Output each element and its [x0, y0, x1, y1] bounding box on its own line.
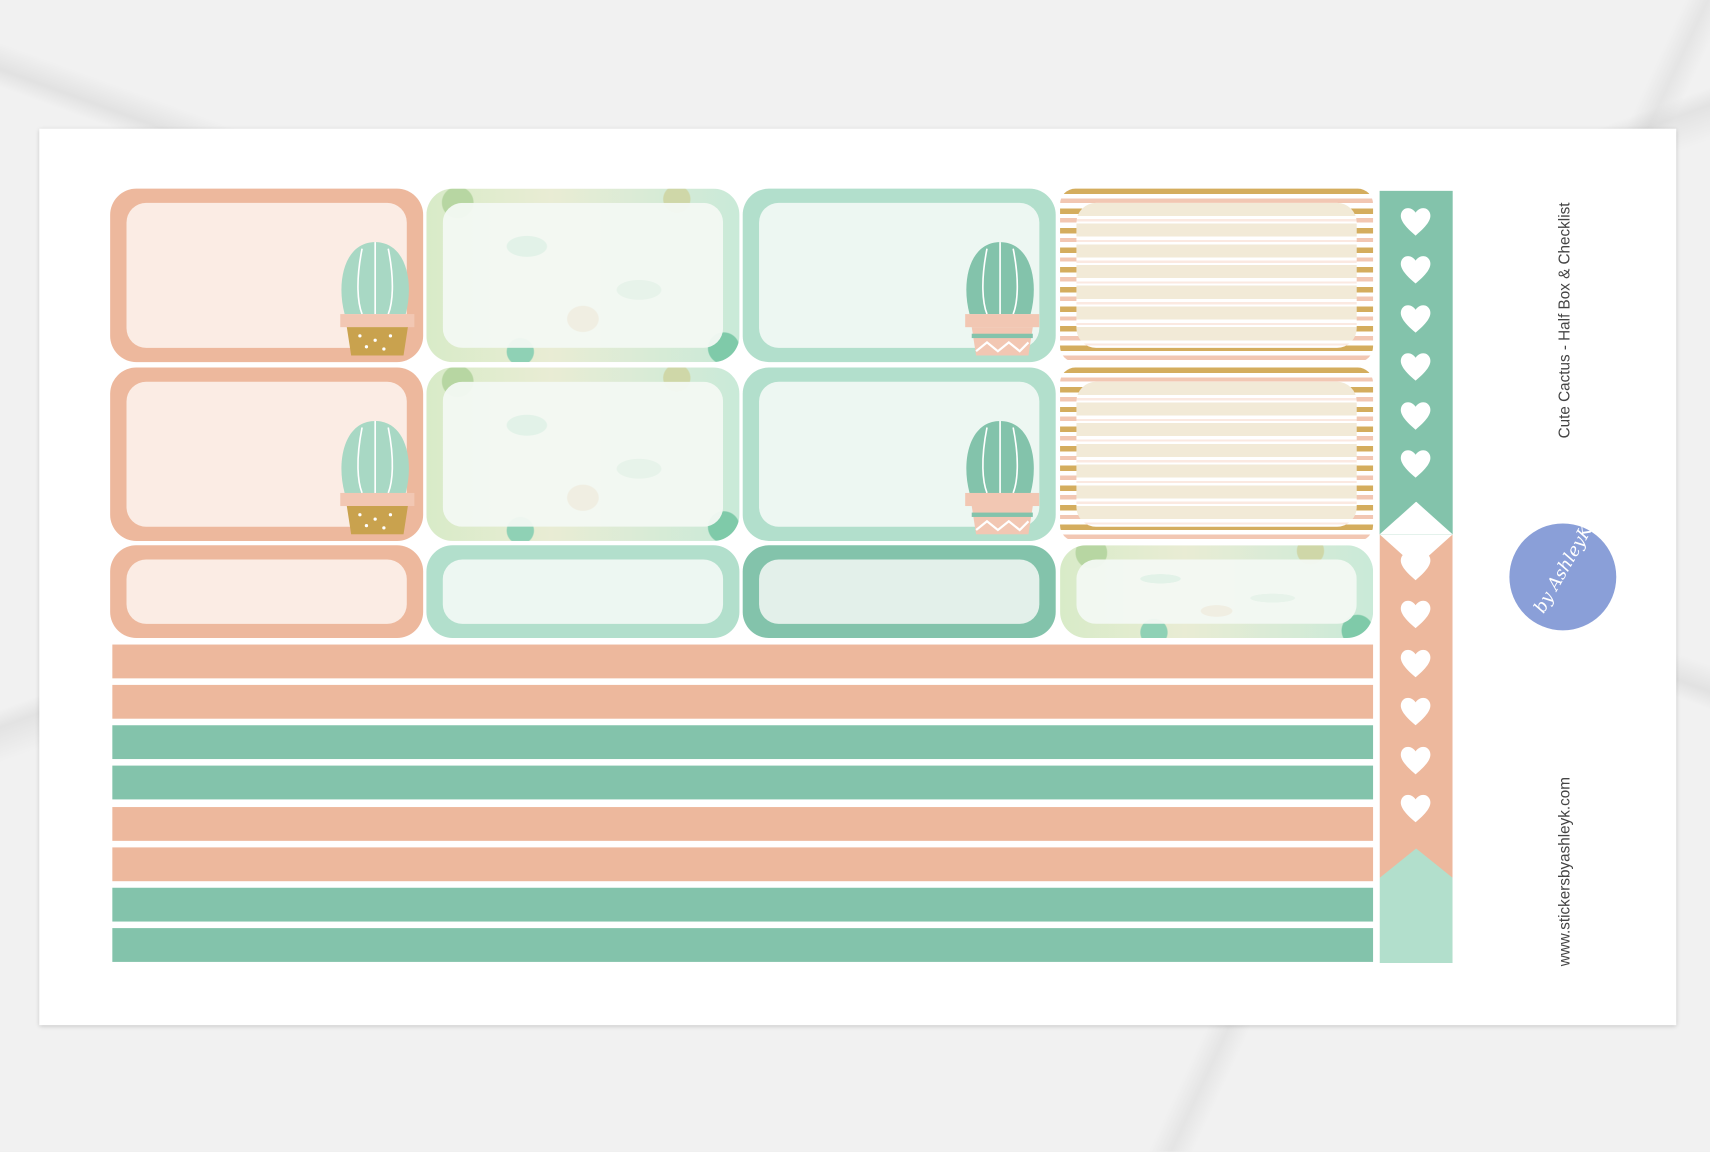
write-area	[442, 381, 724, 527]
heart-icon	[1398, 694, 1433, 729]
cactus-icon	[961, 238, 1040, 356]
heart-icon	[1398, 646, 1433, 681]
half-box-sticker	[110, 545, 424, 639]
cactus-icon	[336, 238, 415, 356]
header-strip-sticker	[112, 807, 1374, 841]
heart-icon	[1398, 549, 1433, 584]
heart-icon	[1398, 301, 1433, 336]
header-strip-sticker	[112, 684, 1374, 719]
brand-logo: by AshleyK	[1509, 521, 1617, 631]
checklist-gap	[1380, 878, 1453, 885]
heart-icon	[1398, 204, 1433, 239]
write-area	[759, 559, 1040, 624]
half-box-sticker	[110, 367, 424, 541]
heart-icon	[1398, 743, 1433, 778]
half-box-sticker	[426, 545, 740, 639]
half-box-sticker	[426, 188, 740, 363]
half-box-sticker	[1060, 367, 1374, 541]
heart-icon	[1398, 398, 1433, 433]
half-box-sticker	[742, 545, 1056, 639]
write-area	[1076, 559, 1357, 624]
header-strip-sticker	[112, 725, 1374, 760]
heart-icon	[1398, 597, 1433, 632]
heart-icon	[1398, 791, 1433, 826]
cactus-icon	[961, 417, 1040, 535]
sheet-title: Cute Cactus - Half Box & Checklist	[1555, 202, 1573, 439]
cactus-icon	[336, 417, 415, 535]
write-area	[1076, 381, 1357, 527]
half-box-sticker	[1060, 188, 1374, 363]
heart-icon	[1398, 446, 1433, 481]
write-area	[1076, 202, 1357, 348]
write-area	[442, 559, 724, 624]
half-box-sticker	[742, 367, 1056, 541]
half-box-sticker	[742, 188, 1056, 363]
half-box-sticker	[426, 367, 740, 541]
header-strip-sticker	[112, 765, 1374, 800]
header-strip-sticker	[112, 928, 1374, 962]
header-strip-sticker	[112, 847, 1374, 882]
half-box-sticker	[110, 188, 424, 363]
header-strip-sticker	[112, 887, 1374, 922]
half-box-sticker	[1060, 545, 1374, 639]
write-area	[442, 202, 724, 348]
logo-text: by AshleyK	[1529, 521, 1597, 617]
heart-icon	[1398, 252, 1433, 287]
header-strip-sticker	[112, 644, 1374, 679]
website-url[interactable]: www.stickersbyashleyk.com	[1555, 777, 1573, 967]
write-area	[126, 559, 407, 624]
heart-icon	[1398, 349, 1433, 384]
